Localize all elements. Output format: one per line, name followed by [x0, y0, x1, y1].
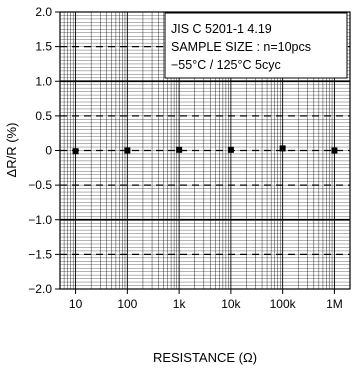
y-tick-label: 1.5	[35, 40, 52, 54]
annotation-line-3: −55°C / 125°C 5cyc	[171, 58, 281, 72]
y-tick-label: −1.0	[28, 213, 52, 227]
y-tick-label: 0.5	[35, 109, 52, 123]
annotation-line-1: JIS C 5201-1 4.19	[171, 22, 272, 36]
data-point	[176, 146, 183, 153]
x-tick-label: 10	[69, 297, 83, 311]
data-points	[72, 145, 338, 155]
x-tick-label: 1M	[326, 297, 343, 311]
y-tick-label: 1.0	[35, 74, 52, 88]
x-axis-label: RESISTANCE (Ω)	[153, 350, 257, 365]
y-axis-label: ΔR/R (%)	[4, 123, 19, 178]
data-point	[331, 147, 338, 154]
y-tick-label: 2.0	[35, 5, 52, 19]
y-tick-label: −1.5	[28, 247, 52, 261]
x-tick-label: 10k	[221, 297, 241, 311]
y-tick-label: −0.5	[28, 178, 52, 192]
y-tick-label: −2.0	[28, 282, 52, 296]
data-point	[227, 146, 234, 153]
annotation-box: JIS C 5201-1 4.19 SAMPLE SIZE : n=10pcs …	[164, 12, 348, 79]
x-tick-label: 100	[117, 297, 137, 311]
x-tick-label: 100k	[270, 297, 297, 311]
data-point	[72, 148, 79, 155]
x-tick-label: 1k	[173, 297, 187, 311]
y-tick-label: 0	[45, 144, 52, 158]
x-axis-ticks: 10 100 1k 10k 100k 1M	[69, 289, 343, 311]
y-axis-ticks: 2.0 1.5 1.0 0.5 0 −0.5 −1.0 −1.5 −2.0	[28, 5, 60, 296]
data-point	[124, 147, 131, 154]
data-point	[279, 145, 286, 152]
annotation-background	[164, 12, 348, 79]
annotation-line-2: SAMPLE SIZE : n=10pcs	[171, 40, 311, 54]
